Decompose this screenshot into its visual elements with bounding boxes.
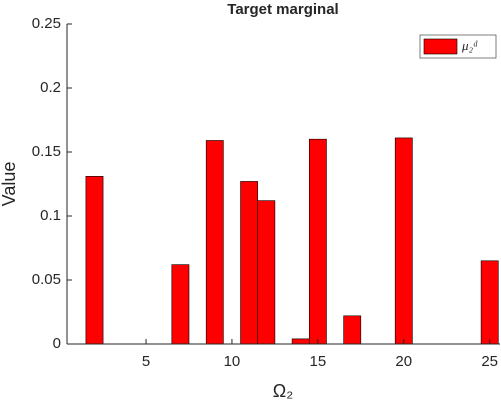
bar: [257, 200, 276, 345]
y-tick-label: 0.05: [32, 271, 61, 288]
bar: [480, 260, 499, 345]
y-tick-label: 0: [53, 335, 61, 352]
y-tick-label: 0.2: [40, 79, 61, 96]
bar: [85, 176, 104, 345]
y-tick-label: 0.25: [32, 15, 61, 32]
legend-label: μ₂ᵈ: [461, 38, 478, 53]
bar: [343, 315, 362, 345]
y-tick-label: 0.1: [40, 207, 61, 224]
x-tick-label: 15: [310, 353, 327, 370]
bar: [394, 137, 413, 345]
x-tick-label: 10: [224, 353, 241, 370]
bar: [308, 138, 327, 345]
bar: [291, 338, 310, 345]
chart-title: Target marginal: [227, 1, 338, 18]
bar: [171, 264, 190, 345]
y-tick-label: 0.15: [32, 143, 61, 160]
x-tick-label: 25: [481, 353, 498, 370]
x-tick-label: 5: [142, 353, 150, 370]
legend-swatch: [423, 38, 458, 55]
bar: [240, 181, 259, 345]
bar: [205, 140, 224, 345]
x-tick-label: 20: [395, 353, 412, 370]
x-axis-label: Ω₂: [273, 381, 293, 401]
y-axis-label: Value: [0, 162, 19, 207]
